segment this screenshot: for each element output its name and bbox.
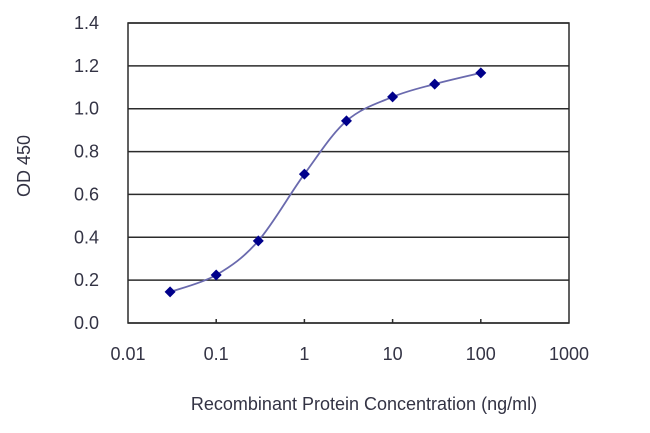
y-tick-label: 0.0 [74, 313, 99, 333]
x-axis-ticks [215, 319, 482, 323]
x-tick-label: 10 [383, 344, 403, 364]
y-tick-label: 1.2 [74, 56, 99, 76]
data-markers [164, 67, 487, 298]
y-tick-label: 0.8 [74, 142, 99, 162]
x-axis-title: Recombinant Protein Concentration (ng/ml… [191, 394, 537, 414]
x-tick-label: 0.01 [110, 344, 145, 364]
x-axis-tick-labels: 0.01 0.1 1 10 100 1000 [110, 344, 589, 364]
y-tick-label: 1.0 [74, 99, 99, 119]
data-point-diamond-icon [210, 269, 222, 281]
data-point-diamond-icon [475, 67, 487, 79]
data-point-diamond-icon [387, 91, 399, 103]
plot-area [127, 22, 570, 324]
data-point-diamond-icon [340, 115, 352, 127]
y-tick-label: 0.2 [74, 270, 99, 290]
data-point-diamond-icon [252, 235, 264, 247]
x-tick-label: 100 [466, 344, 496, 364]
y-axis-title: OD 450 [14, 135, 34, 197]
y-tick-label: 1.4 [74, 13, 99, 33]
series-curve [169, 72, 482, 293]
x-tick-label: 0.1 [204, 344, 229, 364]
data-point-diamond-icon [429, 78, 441, 90]
y-tick-label: 0.4 [74, 227, 99, 247]
y-axis-tick-labels: 0.0 0.2 0.4 0.6 0.8 1.0 1.2 1.4 [74, 13, 99, 333]
gridlines [128, 22, 569, 324]
y-tick-label: 0.6 [74, 184, 99, 204]
x-tick-label: 1000 [549, 344, 589, 364]
data-point-diamond-icon [164, 286, 176, 298]
x-tick-label: 1 [299, 344, 309, 364]
data-point-diamond-icon [298, 168, 310, 180]
